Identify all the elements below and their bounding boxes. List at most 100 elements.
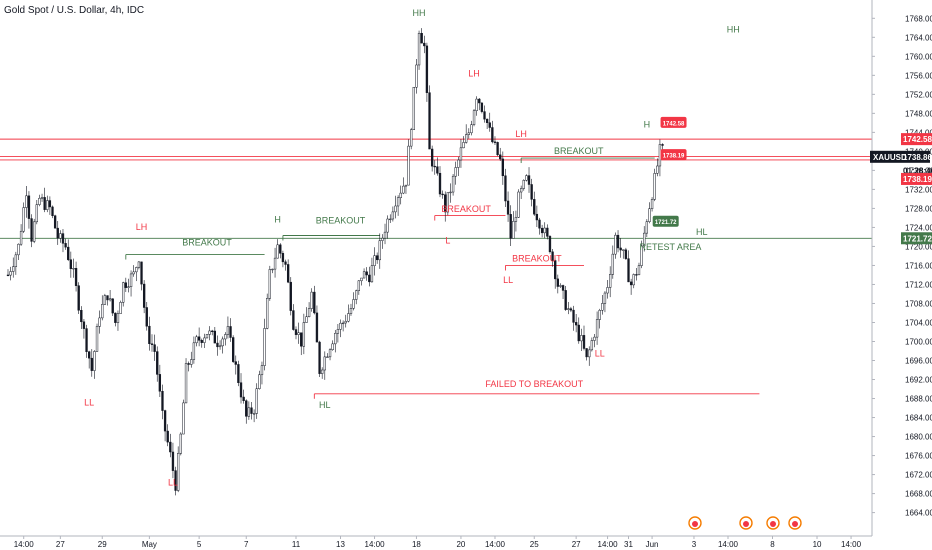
- candle: [93, 350, 96, 379]
- price-axis[interactable]: 1768.00 1764.00 1760.00 1756.00 1752.00 1748.…: [870, 0, 932, 550]
- candle: [590, 337, 594, 352]
- event-icons[interactable]: [688, 516, 802, 530]
- annotation-label[interactable]: L: [445, 236, 450, 246]
- candle: [396, 195, 400, 216]
- annotation-label[interactable]: BREAKOUT: [316, 216, 366, 226]
- annotation-label[interactable]: LH: [136, 222, 148, 232]
- candle: [224, 332, 227, 346]
- event-flag-icon[interactable]: [788, 516, 802, 530]
- time-tick-label: 5: [197, 540, 202, 549]
- annotation-label[interactable]: LL: [84, 398, 94, 408]
- annotation-label[interactable]: BREAKOUT: [554, 146, 604, 156]
- time-tick-label: 10: [813, 540, 822, 549]
- event-flag-icon[interactable]: [766, 516, 780, 530]
- candle: [368, 266, 371, 287]
- time-axis[interactable]: 14:00 27 29 May 5 7 11 13 14:00 18 20 14:00 25 27 14:0…: [0, 535, 872, 549]
- candle: [430, 145, 434, 172]
- annotation-label[interactable]: FAILED TO BREAKOUT: [485, 379, 583, 389]
- candle: [72, 258, 75, 278]
- candle: [177, 446, 180, 493]
- candle: [171, 442, 175, 479]
- candle: [444, 191, 447, 222]
- chart-price-tag[interactable]: 1742.58: [660, 116, 687, 128]
- axis-price-tag[interactable]: 01:28:46: [903, 166, 932, 175]
- annotation-label[interactable]: HL: [319, 400, 331, 410]
- annotation-label[interactable]: LL: [595, 349, 605, 359]
- candle: [166, 424, 169, 447]
- candle: [27, 191, 31, 229]
- axis-price-tag[interactable]: 1721.72: [901, 232, 932, 245]
- candle: [321, 367, 324, 379]
- annotation-label[interactable]: H: [274, 215, 281, 225]
- candle: [483, 105, 486, 123]
- annotation-label[interactable]: RETEST AREA: [639, 242, 701, 252]
- event-flag-icon[interactable]: [688, 516, 702, 530]
- chart-price-tag-label: 1742.58: [663, 121, 685, 127]
- countdown-label: 01:28:46: [903, 166, 932, 175]
- annotation-label[interactable]: BREAKOUT: [512, 254, 562, 264]
- candle: [106, 295, 109, 306]
- price-tick-label: 1704.00: [905, 318, 932, 327]
- horizontal-lines: [0, 138, 872, 239]
- candle: [336, 323, 340, 343]
- annotation-label[interactable]: BREAKOUT: [182, 237, 232, 247]
- candle: [145, 301, 148, 331]
- candle: [472, 108, 476, 127]
- candle: [344, 314, 347, 328]
- annotation-label[interactable]: HL: [696, 227, 708, 237]
- candle: [103, 293, 107, 305]
- candle: [74, 261, 78, 292]
- candle: [410, 127, 413, 150]
- candle: [323, 351, 326, 380]
- candle: [61, 229, 65, 253]
- price-tick-label: 1716.00: [905, 261, 932, 270]
- annotation-label[interactable]: HH: [413, 8, 426, 18]
- chart-price-tag[interactable]: 1721.72: [652, 215, 679, 227]
- annotation-label[interactable]: LH: [515, 129, 527, 139]
- candle: [273, 247, 277, 278]
- candle: [601, 295, 604, 315]
- candle: [69, 251, 73, 278]
- price-tick-label: 1712.00: [905, 280, 932, 289]
- candle: [53, 214, 57, 229]
- time-tick-label: 14:00: [841, 540, 862, 549]
- candle: [554, 258, 557, 289]
- candle: [632, 273, 635, 289]
- candle: [475, 96, 478, 116]
- annotation-label[interactable]: LL: [503, 275, 513, 285]
- time-tick-label: 31: [624, 540, 633, 549]
- candle: [48, 196, 52, 215]
- axis-price-tag[interactable]: 1742.58: [901, 133, 932, 146]
- annotation-label[interactable]: HH: [727, 25, 740, 35]
- candle: [580, 328, 583, 352]
- candle: [504, 168, 507, 207]
- annotation-label[interactable]: LL: [168, 478, 178, 488]
- candle: [653, 168, 656, 202]
- time-tick-label: 14:00: [365, 540, 386, 549]
- annotation-label[interactable]: H: [644, 120, 651, 130]
- candle: [491, 120, 494, 144]
- candle: [19, 224, 23, 246]
- annotation-label[interactable]: BREAKOUT: [441, 204, 491, 214]
- candle: [46, 195, 49, 213]
- event-flag-icon[interactable]: [739, 516, 753, 530]
- candle: [506, 191, 510, 222]
- candle: [420, 28, 423, 44]
- chart-price-tag[interactable]: 1738.19: [660, 149, 687, 161]
- candle: [454, 161, 457, 185]
- candle: [622, 249, 625, 259]
- price-tick-label: 1676.00: [905, 452, 932, 461]
- axis-price-tag[interactable]: 1738.19: [901, 172, 932, 185]
- candle: [281, 250, 285, 268]
- candle: [357, 280, 361, 295]
- candle: [237, 360, 240, 387]
- annotation-label[interactable]: LH: [468, 68, 480, 78]
- candle: [90, 349, 93, 377]
- time-tick-label: 14:00: [14, 540, 35, 549]
- candle: [38, 194, 41, 207]
- time-tick-label: 25: [530, 540, 539, 549]
- candle: [383, 223, 387, 245]
- candle: [645, 219, 649, 238]
- candle: [648, 202, 651, 224]
